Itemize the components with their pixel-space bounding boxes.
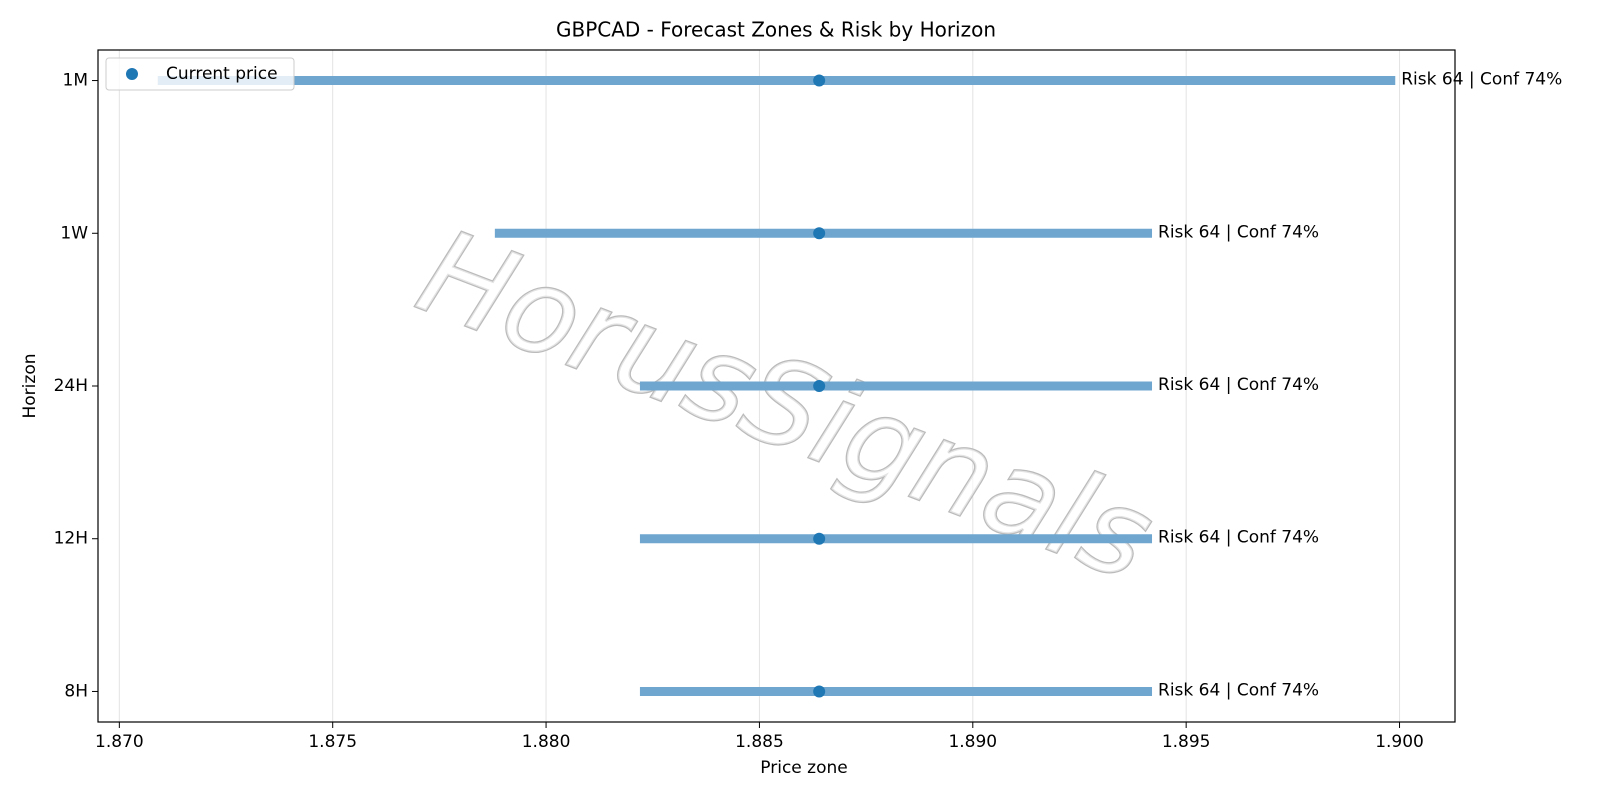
x-tick-label: 1.875 — [308, 732, 357, 752]
current-price-point — [813, 74, 826, 87]
y-tick-label: 24H — [54, 376, 88, 396]
y-tick-label: 8H — [64, 681, 88, 701]
x-tick-label: 1.870 — [95, 732, 144, 752]
current-price-point — [813, 532, 826, 545]
x-tick-label: 1.900 — [1375, 732, 1424, 752]
value-label: Risk 64 | Conf 74% — [1158, 222, 1319, 242]
x-tick-label: 1.895 — [1162, 732, 1211, 752]
x-tick-label: 1.885 — [735, 732, 784, 752]
value-label: Risk 64 | Conf 74% — [1158, 528, 1319, 548]
x-axis-label: Price zone — [760, 758, 847, 778]
axes-frame — [97, 49, 1456, 723]
chart-title: GBPCAD - Forecast Zones & Risk by Horizo… — [556, 18, 996, 42]
current-price-point — [813, 685, 826, 698]
value-label: Risk 64 | Conf 74% — [1158, 375, 1319, 395]
y-tick-label: 1W — [60, 223, 88, 243]
y-axis-label: Horizon — [20, 354, 40, 419]
legend-label: Current price — [166, 64, 278, 84]
value-label: Risk 64 | Conf 74% — [1401, 70, 1562, 90]
legend-box — [105, 57, 295, 91]
x-tick-label: 1.890 — [948, 732, 997, 752]
current-price-point — [813, 227, 826, 240]
y-tick-label: 1M — [63, 71, 88, 91]
x-tick-label: 1.880 — [522, 732, 571, 752]
legend-marker — [126, 68, 138, 80]
current-price-point — [813, 380, 826, 392]
value-label: Risk 64 | Conf 74% — [1158, 680, 1319, 700]
y-tick-label: 12H — [54, 529, 88, 549]
